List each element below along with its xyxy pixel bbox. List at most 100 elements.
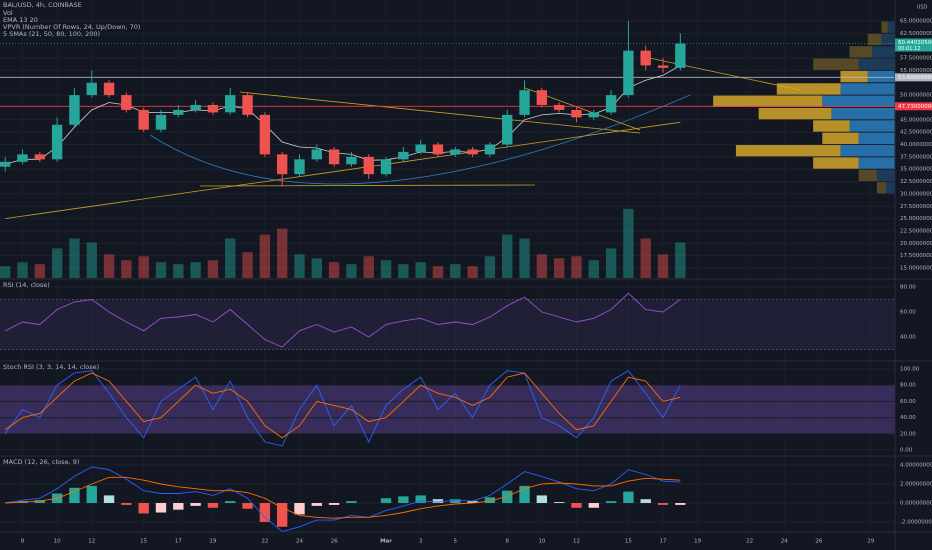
volume-bar [450,264,461,278]
volume-bar [467,266,478,278]
x-tick-label: Mar [380,539,392,545]
y-tick-label: 2.00000000 [900,481,932,487]
macd-histogram-bar [86,485,97,504]
macd-histogram-bar [415,495,426,504]
y-tick-label: 37.50000000 [900,154,932,160]
y-tick-label: 65.00000000 [900,18,932,24]
macd-histogram-bar [588,503,599,508]
y-tick-label: 50.00000000 [900,93,932,99]
volume-bar [121,260,132,278]
level-tag [895,102,932,111]
x-tick-label: 22 [746,539,753,545]
profile-down [776,83,841,95]
macd-histogram-bar [398,496,409,504]
candle-body [86,82,97,96]
x-tick-label: 10 [54,539,61,545]
y-tick-label: 20.00 [900,431,916,437]
trendline [239,91,641,134]
y-tick-label: 27.50000000 [900,204,932,210]
macd-histogram-bar [380,498,392,504]
candle-body [294,159,305,175]
profile-up [858,157,895,169]
volume-bar [571,256,582,278]
y-tick-label: 22.50000000 [900,228,932,234]
profile-up [872,46,895,58]
candle-body [605,95,617,113]
candle-body [432,144,444,155]
volume-bar [536,254,548,278]
moving-average [5,121,681,219]
volume-bar [51,248,63,278]
candle-body [17,154,28,162]
candle-body [311,149,322,160]
volume-bar [623,208,634,278]
profile-up [858,58,895,70]
volume-bar [242,252,253,278]
candle-body [242,95,253,115]
macd-histogram-bar [242,503,253,509]
volume-bar [328,262,340,278]
volume-bar [225,238,236,278]
candle-body [207,104,219,113]
countdown: 00:01:12 [898,46,920,52]
volume-bar [17,262,28,278]
x-tick-label: 12 [573,539,580,545]
volume-bar [675,242,686,278]
trendline [199,184,536,187]
candle-body [346,156,357,165]
trendline [639,55,801,91]
profile-down [881,21,888,33]
macd-histogram-bar [640,499,651,504]
moving-average [5,65,681,165]
x-tick-label: 17 [175,539,182,545]
profile-up [867,70,895,83]
volume-bar [173,264,184,278]
volume-bar [502,234,513,278]
volume-bar [398,264,409,278]
candle-body [34,154,46,160]
chart-title: BAL/USD, 4h, COINBASE [3,1,82,9]
candle-body [588,112,599,118]
profile-down [867,33,882,46]
candle-body [415,144,426,152]
x-tick-label: 12 [88,539,95,545]
candle-body [623,50,634,96]
rsi-band [0,299,895,350]
candle-body [398,151,409,160]
profile-down [858,169,877,182]
candle-body [121,95,132,110]
legend-line: Vol [3,9,13,17]
x-tick-label: 3 [419,539,423,545]
y-tick-label: 30.00000000 [900,191,932,197]
y-tick-label: -2.00000000 [900,520,932,526]
candle-body [363,156,374,175]
y-tick-label: 40.00000000 [900,142,932,148]
level-tag [895,73,932,82]
y-tick-label: 80.00 [900,383,916,389]
x-tick-label: 24 [781,539,788,545]
candle-body [259,114,271,155]
macd-histogram-bar [259,503,271,523]
pane-title: RSI (14, close) [3,281,50,289]
profile-up [840,83,895,95]
profile-up [876,169,895,182]
x-tick-label: 26 [815,539,822,545]
profile-down [713,95,823,107]
profile-up [822,95,895,107]
volume-bar [346,264,357,278]
candle-body [657,65,669,68]
x-tick-label: 29 [867,539,874,545]
y-tick-label: 35.00000000 [900,167,932,173]
profile-down [876,182,886,194]
macd-histogram-bar [173,503,184,510]
candle-body [502,114,513,145]
y-tick-label: 100.00 [900,366,920,372]
volume-bar [190,262,201,278]
profile-down [758,107,832,120]
candle-body [675,43,686,68]
macd-histogram-bar [103,495,115,504]
legend-line: VPVR (Number Of Rows, 24, Up/Down, 70) [3,23,140,31]
volume-bar [484,256,496,278]
